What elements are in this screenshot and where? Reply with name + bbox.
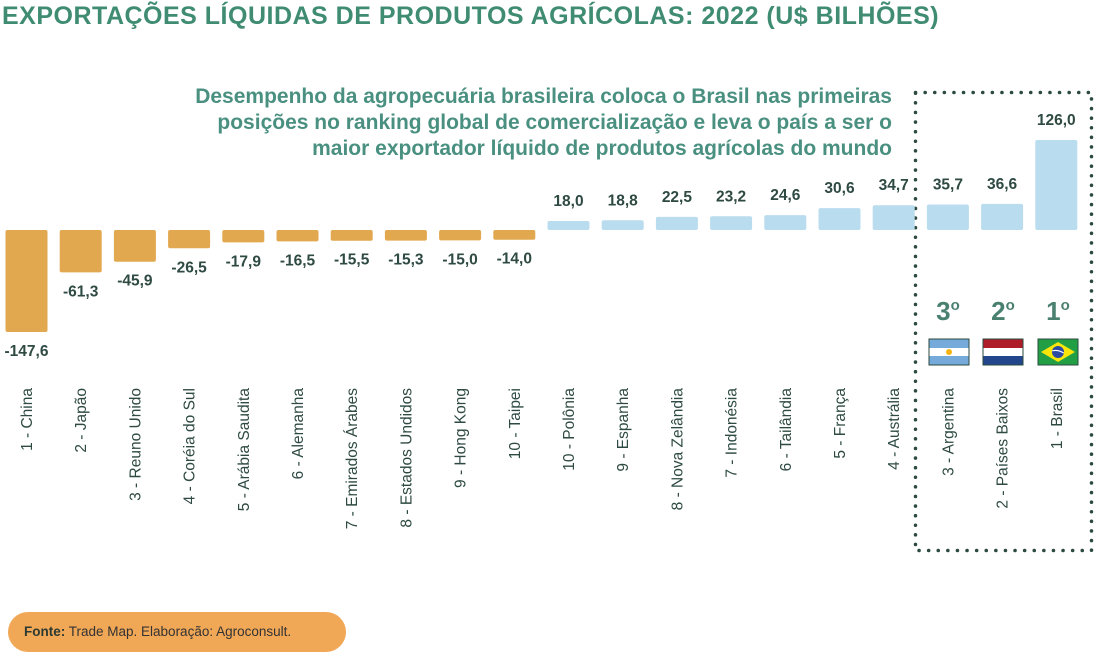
highlight-box	[913, 90, 1094, 553]
bar-16	[818, 208, 861, 230]
category-label: 6 - Alemanha	[290, 388, 307, 480]
category-label: 3 - Reuno Unido	[127, 388, 144, 501]
category-label: 4 - Coréia do Sul	[182, 388, 199, 504]
category-label: 6 - Tailândia	[778, 388, 795, 472]
value-label: -16,5	[280, 252, 316, 269]
bar-18	[926, 204, 969, 230]
bar-4	[168, 230, 211, 249]
bar-6	[276, 230, 319, 242]
bar-2	[59, 230, 102, 273]
bar-9	[439, 230, 482, 241]
rank-2-label: 2o	[991, 296, 1015, 326]
value-label: -45,9	[117, 273, 153, 290]
category-label: 1 - Brasil	[1049, 388, 1066, 449]
value-label: -14,0	[497, 251, 532, 268]
category-label: 2 - Países Baixos	[995, 388, 1012, 509]
argentina-flag	[928, 338, 970, 366]
value-label: -15,3	[388, 252, 424, 269]
bar-3	[113, 230, 156, 262]
value-label: -15,5	[334, 252, 370, 269]
bar-13	[655, 216, 698, 230]
netherlands-flag	[982, 338, 1024, 366]
source-label: Fonte:	[24, 624, 66, 639]
value-label: 18,0	[553, 193, 583, 210]
source-note: Fonte: Trade Map. Elaboração: Agroconsul…	[8, 612, 346, 652]
value-label: -17,9	[226, 253, 262, 270]
rank-1-label: 1o	[1046, 296, 1070, 326]
category-label: 2 - Japão	[73, 388, 90, 453]
bar-12	[601, 220, 644, 230]
rank-3-label: 3o	[936, 296, 960, 326]
category-label: 7 - Emirados Árabes	[344, 388, 361, 530]
category-label: 8 - Nova Zelândia	[669, 388, 686, 511]
bars-group: -147,6 1 - China -61,3 2 - Japão -45,9 3 - Re…	[5, 112, 1078, 529]
source-text: Trade Map. Elaboração: Agroconsult.	[65, 624, 292, 639]
value-label: 24,6	[770, 187, 801, 204]
brazil-flag	[1037, 338, 1079, 366]
value-label: 36,6	[987, 176, 1018, 193]
category-label: 4 - Austrália	[886, 388, 903, 470]
bar-10	[493, 230, 536, 240]
category-label: 9 - Espanha	[615, 388, 632, 472]
bar-19	[981, 203, 1024, 230]
rank-badges: 3o 2o 1o	[928, 296, 1079, 366]
subtitle-line: posições no ranking global de comerciali…	[217, 111, 892, 134]
value-label: 22,5	[662, 189, 693, 206]
category-label: 10 - Taipei	[507, 388, 524, 459]
bar-15	[764, 215, 807, 230]
bar-20	[1035, 140, 1078, 230]
category-label: 8 - Estados Undidos	[398, 388, 415, 528]
bar-17	[872, 205, 915, 230]
chart-subtitle: Desempenho da agropecuária brasileira co…	[112, 84, 892, 162]
subtitle-line: Desempenho da agropecuária brasileira co…	[195, 85, 892, 108]
category-label: 7 - Indonésia	[724, 388, 741, 478]
bar-5	[222, 230, 265, 243]
value-label: 23,2	[716, 188, 746, 205]
chart-title: EXPORTAÇÕES LÍQUIDAS DE PRODUTOS AGRÍCOL…	[2, 2, 940, 30]
bar-8	[384, 230, 427, 241]
bar-7	[330, 230, 373, 241]
value-label: 30,6	[824, 180, 855, 197]
value-label: -26,5	[171, 259, 207, 276]
category-label: 3 - Argentina	[940, 388, 957, 476]
subtitle-line: maior exportador líquido de produtos agr…	[312, 137, 892, 160]
category-label: 10 - Polônia	[561, 388, 578, 471]
value-label: 34,7	[879, 177, 909, 194]
value-label: -147,6	[5, 343, 49, 360]
category-label: 9 - Hong Kong	[453, 388, 470, 488]
value-label: 35,7	[933, 177, 963, 194]
value-label: 18,8	[608, 192, 639, 209]
value-label: -15,0	[442, 251, 477, 268]
category-label: 5 - Arábia Saudita	[236, 388, 253, 512]
category-label: 1 - China	[19, 388, 36, 451]
value-label: -61,3	[63, 283, 99, 300]
bar-14	[710, 216, 753, 230]
category-label: 5 - França	[832, 388, 849, 459]
bar-1	[5, 230, 48, 332]
bar-11	[547, 221, 590, 230]
value-label: 126,0	[1037, 112, 1076, 129]
